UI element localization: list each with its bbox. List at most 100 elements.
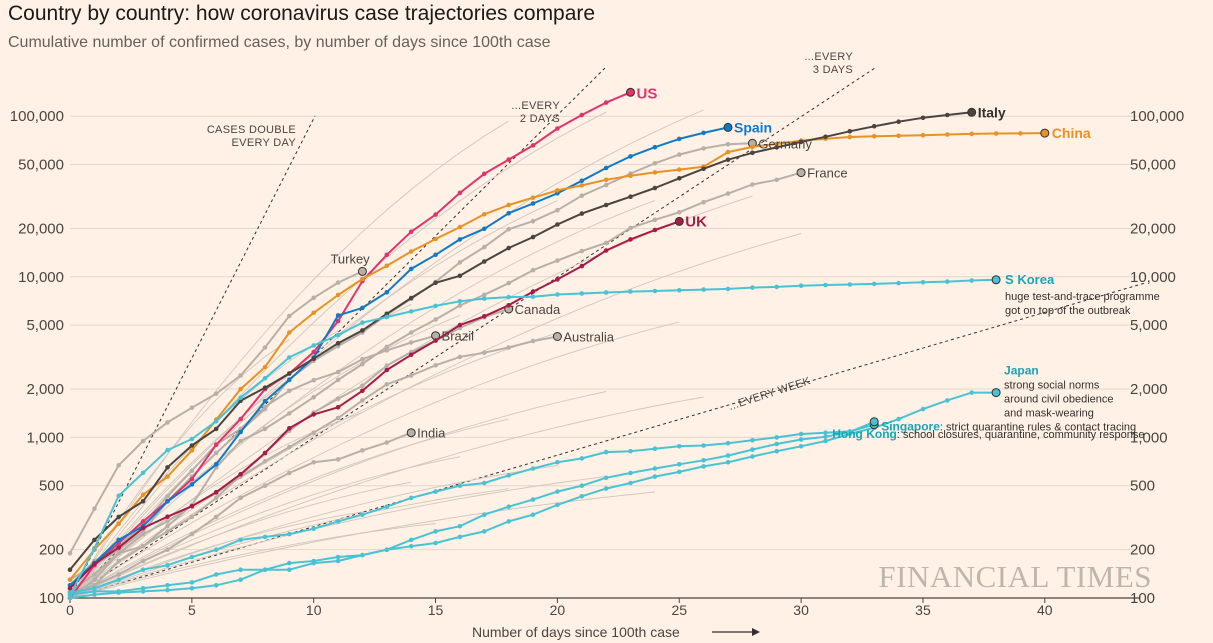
data-point-s-korea [335, 332, 341, 338]
data-point-china [530, 195, 536, 200]
data-point-italy [701, 166, 706, 172]
data-point-france [725, 191, 731, 196]
data-point-s-korea [920, 280, 926, 285]
data-point-france [482, 292, 487, 298]
series-line-singapore [69, 423, 875, 594]
data-point-canada [213, 495, 219, 501]
data-point-singapore [213, 547, 219, 552]
series-note-japan: strong social norms [1004, 380, 1100, 392]
y-tick-label-left: 1,000 [26, 429, 64, 446]
data-point-hong-kong [457, 523, 463, 529]
series-label-spain: Spain [734, 119, 772, 135]
data-point-italy [287, 371, 292, 376]
data-point-singapore [311, 526, 317, 531]
x-tick-label: 15 [428, 602, 444, 618]
data-point-italy [408, 295, 414, 301]
data-point-s-korea [725, 286, 731, 292]
series-line-italy [69, 111, 972, 571]
chart-title: Country by country: how coronavirus case… [8, 2, 596, 25]
data-point-hong-kong [116, 590, 121, 595]
data-point-italy [603, 202, 609, 208]
data-point-turkey [311, 295, 317, 301]
end-marker-turkey [357, 266, 367, 276]
data-point-s-korea [969, 278, 974, 283]
financial-times-watermark: FINANCIAL TIMES [878, 559, 1152, 594]
data-point-s-korea [92, 546, 97, 551]
data-point-us [213, 442, 219, 448]
data-point-china [920, 132, 926, 138]
data-point-china [628, 173, 633, 178]
y-tick-label-right: 20,000 [1130, 220, 1176, 237]
data-point-spain [482, 226, 487, 232]
data-point-s-korea [774, 284, 779, 290]
data-point-italy [530, 234, 536, 240]
y-tick-label-left: 10,000 [18, 269, 64, 286]
data-point-s-korea [384, 314, 390, 320]
x-tick-label: 0 [66, 602, 74, 618]
y-tick-label-right: 10,000 [1130, 269, 1176, 286]
data-point-singapore [140, 567, 146, 572]
data-point-italy [725, 157, 731, 162]
end-marker-japan [991, 388, 1001, 398]
data-point-spain [530, 201, 536, 206]
x-tick-label: 20 [550, 602, 566, 618]
data-point-hong-kong [67, 595, 73, 601]
data-point-singapore [482, 480, 487, 486]
end-marker-india [406, 428, 416, 438]
data-point-india [287, 470, 292, 476]
data-point-china [945, 132, 950, 137]
data-point-s-korea [140, 470, 146, 476]
data-point-france [238, 438, 243, 444]
data-point-uk [189, 503, 195, 509]
data-point-s-korea [750, 285, 755, 290]
data-point-france [603, 240, 609, 246]
data-point-hong-kong [823, 434, 828, 440]
data-point-brazil [165, 494, 170, 499]
data-point-hong-kong [384, 547, 390, 552]
y-tick-label-left: 5,000 [26, 317, 64, 334]
data-point-uk [140, 525, 146, 531]
data-point-brazil [311, 377, 317, 383]
data-point-canada [360, 383, 365, 389]
series-note-japan: around civil obedience [1004, 394, 1113, 406]
data-point-italy [945, 112, 950, 118]
data-point-turkey [262, 345, 268, 350]
background-country-line [69, 111, 607, 599]
data-point-italy [262, 385, 268, 391]
data-point-japan [335, 554, 341, 560]
series-line-france [69, 171, 802, 599]
background-country-line [69, 314, 461, 599]
data-point-china [408, 249, 414, 254]
y-tick-label-left: 50,000 [18, 157, 64, 174]
x-tick-label: 25 [671, 602, 687, 618]
data-point-s-korea [701, 287, 706, 292]
data-point-france [457, 303, 463, 308]
data-point-us [530, 143, 536, 148]
data-point-brazil [262, 404, 268, 410]
background-country-line [69, 339, 290, 599]
data-point-hong-kong [774, 441, 779, 447]
x-tick-label: 35 [915, 602, 931, 618]
data-point-japan [213, 572, 219, 577]
data-point-spain [677, 136, 682, 142]
series-note-hong-kong: : school closures, quarantine, community… [897, 429, 1145, 441]
series-label-turkey: Turkey [330, 251, 370, 266]
data-point-uk [262, 450, 268, 456]
data-point-japan [408, 544, 414, 549]
data-point-s-korea [945, 279, 950, 284]
data-point-us [189, 476, 195, 482]
data-point-italy [896, 119, 901, 124]
data-point-singapore [335, 519, 341, 524]
data-point-s-korea [798, 283, 804, 289]
data-point-china [287, 330, 292, 335]
data-point-japan [920, 406, 926, 412]
series-label-uk: UK [685, 213, 707, 230]
data-point-japan [701, 464, 706, 469]
series-label-france: France [807, 166, 847, 181]
data-point-us [311, 349, 317, 355]
data-point-france [579, 248, 585, 254]
data-point-france [652, 217, 658, 223]
data-point-japan [506, 519, 512, 524]
data-point-us [482, 171, 487, 177]
